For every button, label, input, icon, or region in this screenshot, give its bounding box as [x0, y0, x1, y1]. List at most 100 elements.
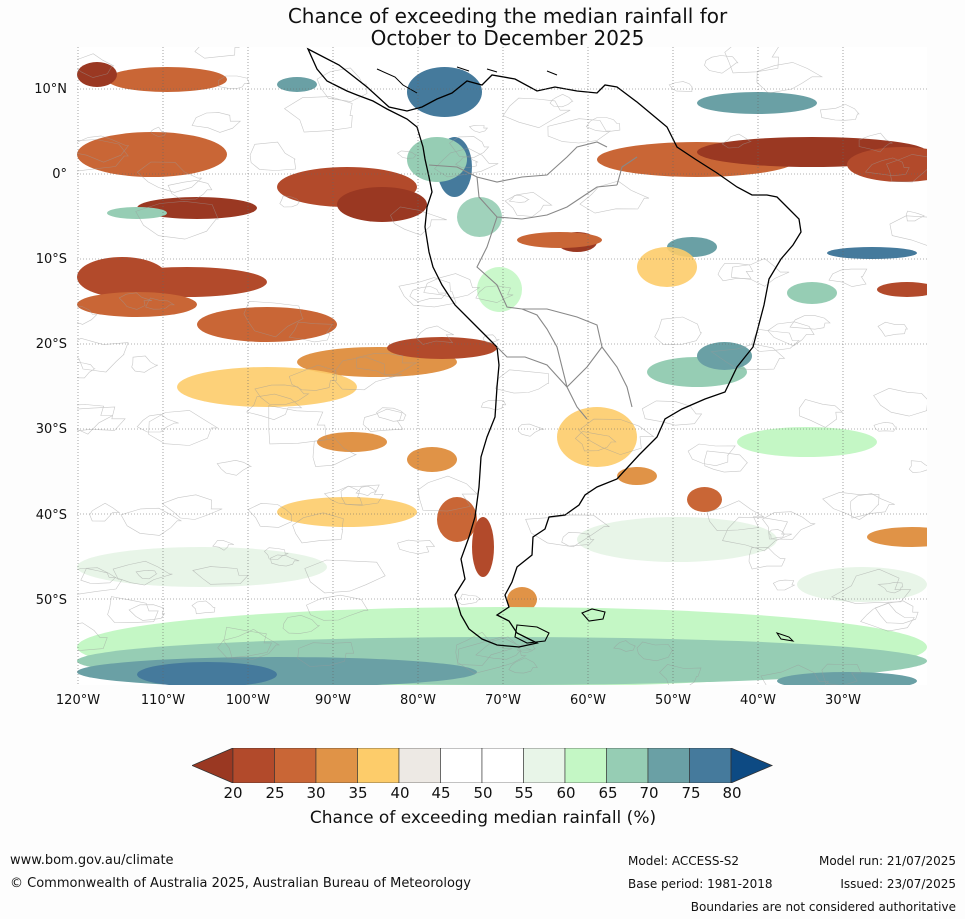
contour-line	[77, 337, 129, 373]
contour-line	[423, 273, 481, 299]
boundaries-disclaimer: Boundaries are not considered authoritat…	[690, 900, 956, 914]
lon-label-50w: 50°W	[655, 693, 691, 708]
contour-line	[449, 136, 490, 158]
lon-label-120w: 120°W	[55, 693, 101, 708]
contour-line	[136, 413, 179, 433]
contour-line	[579, 180, 650, 214]
contour-line	[268, 405, 327, 445]
contour-line	[456, 593, 482, 606]
contour-line	[455, 155, 479, 168]
contour-line	[750, 328, 800, 352]
contour-line	[517, 423, 545, 437]
colorbar-tick-label: 40	[390, 784, 410, 802]
contour-line	[131, 355, 158, 373]
model-run-date: Model run: 21/07/2025	[818, 854, 956, 868]
contour-line	[355, 353, 418, 378]
contour-line	[772, 579, 795, 591]
colorbar-tick-label: 50	[473, 784, 493, 802]
lon-label-70w: 70°W	[485, 693, 521, 708]
contour-line	[860, 602, 915, 632]
lat-label-10n: 10°N	[34, 82, 67, 97]
probability-patch	[77, 62, 117, 87]
colorbar-segment	[398, 748, 441, 783]
contour-line	[687, 443, 736, 467]
contour-line	[850, 493, 895, 519]
probability-patch	[507, 587, 537, 612]
contour-line	[191, 600, 216, 615]
lat-label-20s: 20°S	[35, 337, 67, 352]
probability-patch	[617, 467, 657, 485]
colorbar-tick-label: 55	[514, 784, 534, 802]
colorbar-title: Chance of exceeding median rainfall (%)	[309, 808, 657, 828]
contour-line	[288, 321, 333, 343]
probability-patch	[387, 337, 497, 359]
contour-line	[468, 125, 489, 133]
bom-url[interactable]: www.bom.gov.au/climate	[10, 853, 174, 868]
contour-line	[831, 568, 912, 604]
contour-line	[415, 325, 454, 345]
contour-line	[613, 640, 636, 652]
colorbar-arrow-high	[730, 748, 774, 783]
contour-line	[704, 450, 749, 473]
contour-line	[120, 507, 183, 536]
contour-line	[376, 407, 407, 422]
probability-patch	[137, 662, 277, 685]
issued-date: Issued: 23/07/2025	[840, 877, 956, 891]
contour-line	[77, 362, 96, 379]
contour-line	[77, 135, 130, 163]
contour-line	[504, 191, 553, 217]
contour-line	[525, 514, 611, 548]
probability-patch	[737, 427, 877, 457]
contour-line	[482, 334, 500, 343]
contour-line	[768, 529, 785, 540]
contour-line	[398, 277, 457, 308]
contour-line	[457, 636, 527, 674]
contour-line	[306, 594, 369, 621]
contour-line	[889, 215, 927, 246]
contour-line	[798, 399, 844, 428]
colorbar	[192, 748, 774, 783]
probability-patch	[177, 367, 357, 407]
colorbar-segment	[440, 748, 483, 783]
contour-line	[760, 664, 830, 685]
contour-line	[722, 516, 792, 552]
probability-patch	[77, 132, 227, 177]
contour-line	[908, 460, 927, 473]
contour-line	[858, 132, 893, 153]
contour-line	[547, 118, 612, 144]
contour-line	[323, 485, 363, 506]
contour-line	[475, 285, 514, 303]
contour-line	[80, 568, 117, 584]
contour-line	[243, 300, 304, 338]
contour-line	[192, 566, 249, 585]
contour-line	[874, 600, 919, 624]
contour-line	[77, 404, 113, 435]
colorbar-segment	[481, 748, 524, 783]
contour-line	[721, 133, 752, 149]
contour-line	[167, 180, 213, 200]
contour-line	[762, 511, 816, 540]
rainfall-map	[77, 47, 927, 685]
contour-line	[263, 547, 289, 560]
probability-patch	[107, 207, 167, 219]
contour-line	[340, 484, 384, 506]
contour-line	[508, 194, 530, 203]
contour-line	[748, 547, 786, 570]
contour-line	[135, 569, 158, 580]
contour-line	[77, 622, 108, 651]
probability-patch	[77, 547, 327, 587]
lat-label-30s: 30°S	[35, 422, 67, 437]
contour-line	[148, 410, 219, 446]
colorbar-tick-label: 35	[348, 784, 368, 802]
colorbar-segment	[689, 748, 732, 783]
contour-line	[249, 141, 297, 171]
contour-line	[304, 559, 386, 594]
contour-line	[397, 539, 436, 555]
contour-line	[704, 55, 739, 74]
probability-patch	[457, 197, 502, 237]
south-america-coastline	[306, 47, 802, 648]
contour-line	[362, 408, 404, 432]
contour-line	[706, 500, 765, 532]
probability-patch	[407, 137, 467, 182]
colorbar-arrow-low	[192, 748, 234, 783]
